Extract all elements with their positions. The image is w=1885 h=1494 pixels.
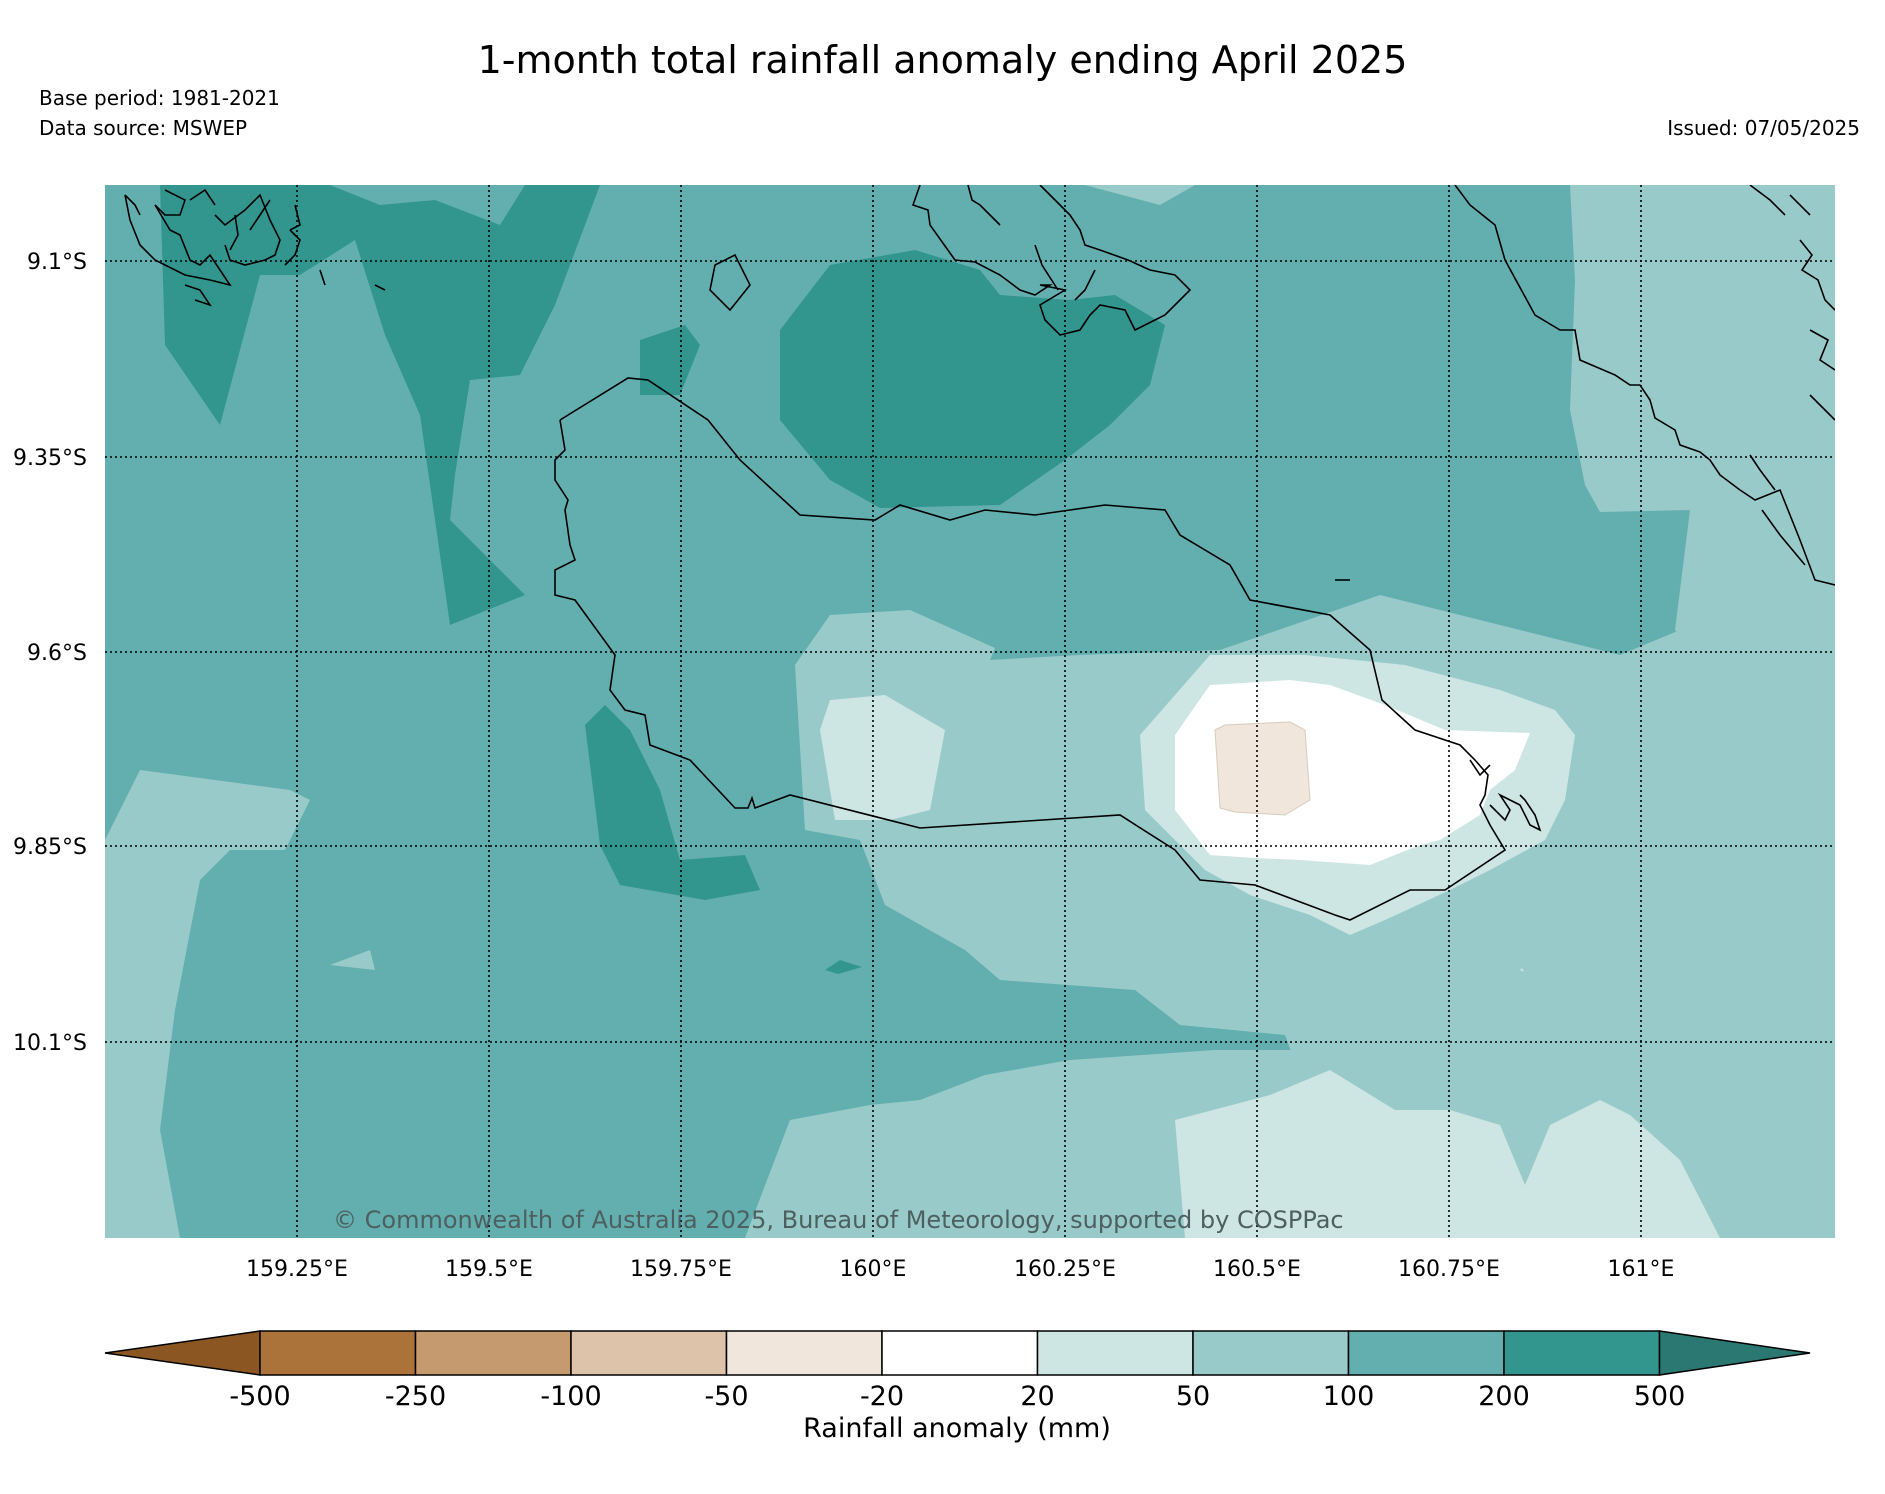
colorbar-extend-high	[1658, 1330, 1811, 1376]
base-period-text: Base period: 1981-2021	[39, 86, 280, 110]
colorbar-tick-label: -50	[704, 1381, 748, 1412]
lat-label: 9.6°S	[27, 641, 87, 666]
graticule	[105, 185, 1835, 1238]
coastlines	[124, 185, 1835, 921]
issued-date-text: Issued: 07/05/2025	[1667, 116, 1860, 140]
colorbar-extend-low	[104, 1330, 261, 1376]
latitude-labels: 9.1°S 9.35°S 9.6°S 9.85°S 10.1°S	[13, 250, 87, 1056]
colorbar: -500 -250 -100 -50 -20 20 50 100 200 500	[104, 1330, 1811, 1412]
lat-label: 9.35°S	[13, 446, 87, 471]
colorbar-tick-label: 500	[1634, 1381, 1686, 1412]
lon-label: 160.25°E	[1014, 1257, 1116, 1282]
colorbar-segment	[1192, 1330, 1350, 1376]
colorbar-segment	[259, 1330, 417, 1376]
colorbar-segment	[1347, 1330, 1505, 1376]
lat-label: 9.85°S	[13, 835, 87, 860]
map-panel: © Commonwealth of Australia 2025, Bureau…	[105, 185, 1835, 1238]
colorbar-segment	[570, 1330, 728, 1376]
lon-label: 161°E	[1608, 1257, 1675, 1282]
anomaly-regions-200-500	[160, 185, 1165, 974]
colorbar-tick-label: -250	[385, 1381, 446, 1412]
colorbar-tick-label: -500	[229, 1381, 290, 1412]
colorbar-label: Rainfall anomaly (mm)	[803, 1413, 1111, 1444]
lon-label: 159.5°E	[445, 1257, 533, 1282]
lon-label: 160.75°E	[1398, 1257, 1500, 1282]
colorbar-segment	[1036, 1330, 1194, 1376]
colorbar-tick-label: -100	[540, 1381, 601, 1412]
lon-label: 160°E	[840, 1257, 907, 1282]
colorbar-segment	[881, 1330, 1039, 1376]
colorbar-tick-label: -20	[860, 1381, 904, 1412]
lat-label: 9.1°S	[27, 250, 87, 275]
colorbar-tick-label: 50	[1176, 1381, 1210, 1412]
anomaly-region-dry	[1214, 721, 1311, 816]
colorbar-tick-label: 100	[1323, 1381, 1375, 1412]
data-source-text: Data source: MSWEP	[39, 116, 248, 140]
lat-label: 10.1°S	[13, 1031, 87, 1056]
colorbar-tick-label: 200	[1478, 1381, 1530, 1412]
colorbar-segment	[414, 1330, 572, 1376]
copyright-text: © Commonwealth of Australia 2025, Bureau…	[333, 1206, 1344, 1234]
page-title: 1-month total rainfall anomaly ending Ap…	[477, 38, 1408, 82]
colorbar-segment	[725, 1330, 883, 1376]
colorbar-segment	[1503, 1330, 1661, 1376]
colorbar-tick-label: 20	[1020, 1381, 1054, 1412]
lon-label: 159.25°E	[246, 1257, 348, 1282]
lon-label: 160.5°E	[1213, 1257, 1301, 1282]
longitude-labels: 159.25°E 159.5°E 159.75°E 160°E 160.25°E…	[246, 1257, 1674, 1282]
lon-label: 159.75°E	[630, 1257, 732, 1282]
